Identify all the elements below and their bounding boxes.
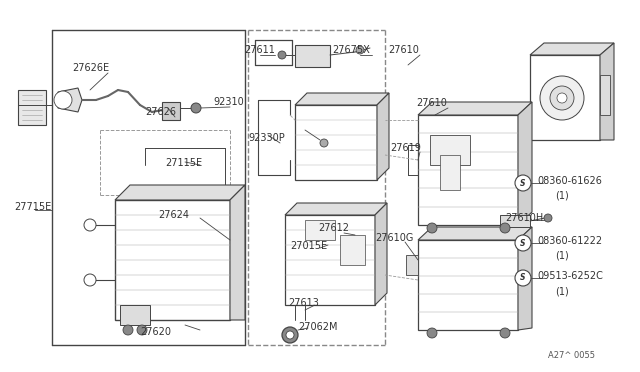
Text: 27624: 27624 — [158, 210, 189, 220]
Bar — [440, 155, 460, 190]
Polygon shape — [375, 203, 387, 305]
Circle shape — [427, 223, 437, 233]
Polygon shape — [230, 185, 245, 320]
Text: 27613: 27613 — [288, 298, 319, 308]
Bar — [500, 215, 530, 227]
Circle shape — [286, 331, 294, 339]
Bar — [162, 102, 180, 120]
Text: S: S — [520, 179, 525, 187]
Bar — [406, 255, 418, 275]
Circle shape — [550, 86, 574, 110]
Circle shape — [500, 328, 510, 338]
Circle shape — [557, 93, 567, 103]
Text: 27715E: 27715E — [14, 202, 51, 212]
Circle shape — [427, 328, 437, 338]
Text: 27610: 27610 — [388, 45, 419, 55]
Bar — [115, 200, 230, 320]
Circle shape — [84, 274, 96, 286]
Polygon shape — [295, 93, 389, 105]
Polygon shape — [285, 203, 387, 215]
Bar — [340, 235, 365, 265]
Bar — [600, 75, 610, 115]
Text: (1): (1) — [555, 191, 569, 201]
Text: 27015E: 27015E — [290, 241, 327, 251]
Text: 92330P: 92330P — [248, 133, 285, 143]
Text: (1): (1) — [555, 251, 569, 261]
Polygon shape — [115, 185, 245, 200]
Bar — [305, 220, 335, 240]
Text: 08360-61222: 08360-61222 — [537, 236, 602, 246]
Text: 27619: 27619 — [390, 143, 421, 153]
Circle shape — [282, 327, 298, 343]
Text: 09513-6252C: 09513-6252C — [537, 271, 603, 281]
Bar — [530, 55, 600, 140]
Text: 27626E: 27626E — [72, 63, 109, 73]
Circle shape — [515, 175, 531, 191]
Polygon shape — [518, 102, 532, 225]
Bar — [285, 215, 375, 305]
Bar — [120, 305, 150, 325]
Circle shape — [84, 219, 96, 231]
Circle shape — [191, 103, 201, 113]
Text: 27611: 27611 — [244, 45, 275, 55]
Polygon shape — [377, 93, 389, 180]
Circle shape — [137, 325, 147, 335]
Text: S: S — [520, 273, 525, 282]
Text: 27626: 27626 — [145, 107, 176, 117]
Polygon shape — [58, 88, 82, 112]
Bar — [295, 45, 330, 67]
Bar — [295, 105, 377, 180]
Circle shape — [515, 270, 531, 286]
Circle shape — [278, 51, 286, 59]
Circle shape — [356, 46, 364, 54]
Circle shape — [500, 223, 510, 233]
Text: 92310: 92310 — [213, 97, 244, 107]
Polygon shape — [418, 227, 532, 240]
Bar — [18, 90, 46, 125]
Text: 27612: 27612 — [318, 223, 349, 233]
Text: (1): (1) — [555, 286, 569, 296]
Polygon shape — [518, 227, 532, 330]
Bar — [418, 240, 518, 330]
Circle shape — [515, 235, 531, 251]
Text: 27610G: 27610G — [375, 233, 413, 243]
Polygon shape — [418, 102, 532, 115]
Text: A27^ 0055: A27^ 0055 — [548, 350, 595, 359]
Bar — [430, 135, 470, 165]
Text: S: S — [520, 238, 525, 247]
Text: 27620: 27620 — [140, 327, 171, 337]
Circle shape — [54, 91, 72, 109]
Circle shape — [544, 214, 552, 222]
Circle shape — [320, 139, 328, 147]
Text: 27610H: 27610H — [505, 213, 543, 223]
Text: 27062M: 27062M — [298, 322, 337, 332]
Text: 27675X: 27675X — [332, 45, 370, 55]
Polygon shape — [600, 43, 614, 140]
Text: 27610: 27610 — [416, 98, 447, 108]
Bar — [418, 115, 518, 225]
Text: 27115E: 27115E — [165, 158, 202, 168]
Text: 08360-61626: 08360-61626 — [537, 176, 602, 186]
Polygon shape — [530, 43, 614, 55]
Circle shape — [540, 76, 584, 120]
Circle shape — [123, 325, 133, 335]
